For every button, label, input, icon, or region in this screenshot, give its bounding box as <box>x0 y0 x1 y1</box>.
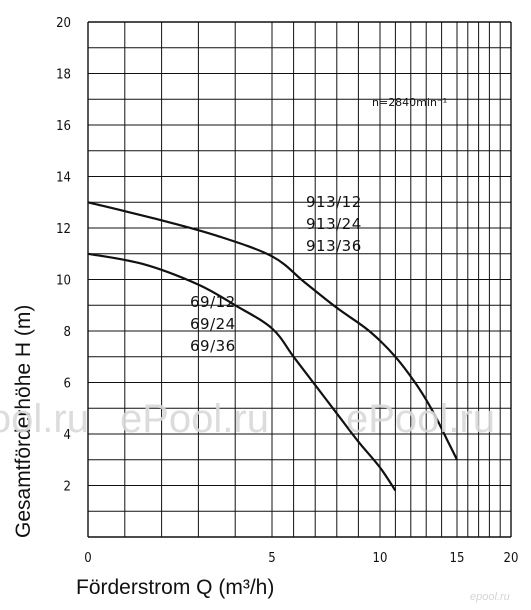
watermarks: ePool.ru ePool.ru ePool.ru epool.ru <box>0 397 510 603</box>
tick-labels: 2 4 6 8 10 12 14 16 18 20 0 5 10 15 20 <box>56 16 518 566</box>
x-tick-label: 0 <box>84 551 91 566</box>
x-tick-label: 20 <box>504 551 519 566</box>
y-tick-label: 4 <box>64 428 71 443</box>
curves <box>87 201 458 492</box>
y-tick-label: 20 <box>56 16 71 31</box>
y-tick-label: 18 <box>56 68 71 83</box>
series-label-913-36: 913/36 <box>306 237 362 255</box>
y-tick-label: 10 <box>56 274 71 289</box>
series-913-labels: 913/12 913/24 913/36 <box>306 193 362 255</box>
curve-69 <box>87 252 397 492</box>
series-label-913-12: 913/12 <box>306 193 362 211</box>
y-axis-title: Gesamtförderhöhe H (m) <box>12 305 35 538</box>
y-tick-label: 12 <box>56 222 71 237</box>
series-69-labels: 69/12 69/24 69/36 <box>190 293 236 355</box>
curve-913 <box>87 201 458 461</box>
watermark-middle: ePool.ru <box>120 397 269 441</box>
watermark-left: ePool.ru <box>0 397 89 441</box>
watermark-corner: epool.ru <box>470 591 510 603</box>
y-tick-label: 16 <box>56 119 71 134</box>
y-tick-label: 2 <box>64 480 71 495</box>
y-tick-label: 6 <box>64 377 71 392</box>
grid <box>87 21 512 538</box>
speed-annotation: n=2840min⁻¹ <box>372 96 447 109</box>
series-label-69-24: 69/24 <box>190 315 236 333</box>
watermark-right: ePool.ru <box>346 397 495 441</box>
x-tick-label: 15 <box>450 551 465 566</box>
x-axis-title: Förderstrom Q (m³/h) <box>76 576 274 599</box>
y-tick-label: 14 <box>56 171 71 186</box>
x-tick-label: 5 <box>268 551 275 566</box>
series-label-913-24: 913/24 <box>306 215 362 233</box>
series-label-69-12: 69/12 <box>190 293 236 311</box>
x-tick-label: 10 <box>373 551 388 566</box>
series-label-69-36: 69/36 <box>190 337 236 355</box>
y-tick-label: 8 <box>64 325 71 340</box>
